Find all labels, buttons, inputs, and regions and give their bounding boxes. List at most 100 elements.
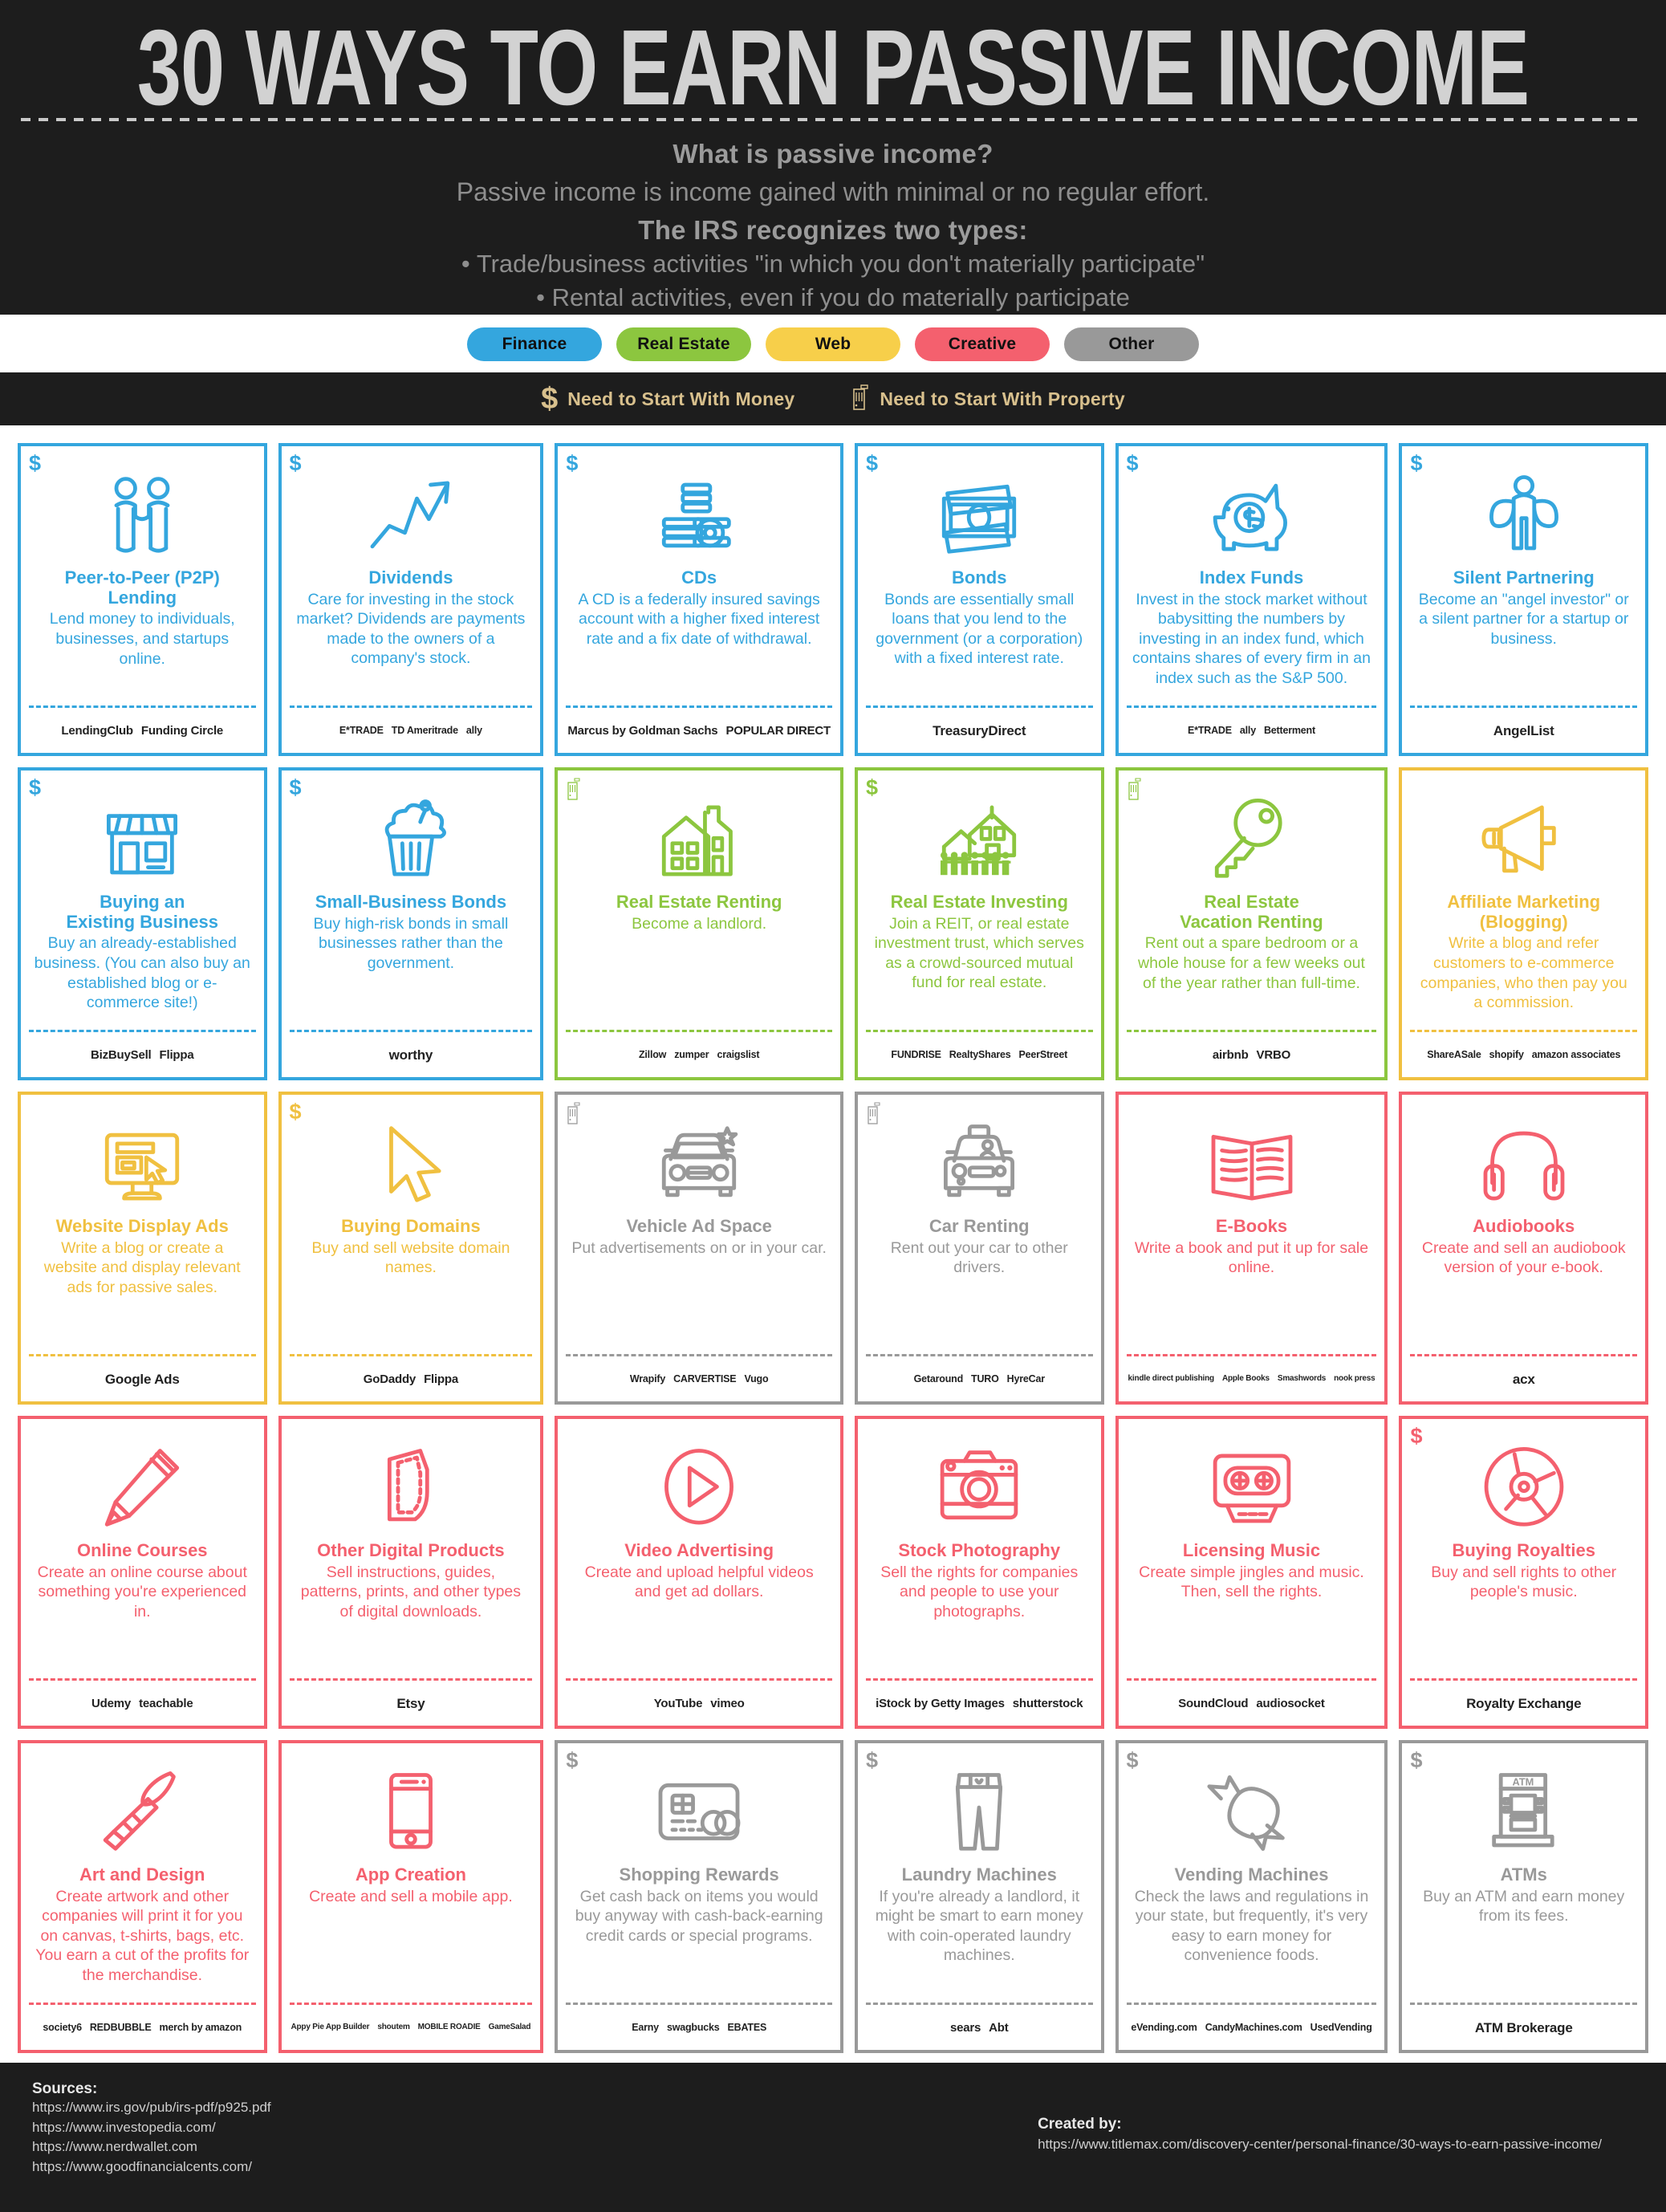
- income-card[interactable]: $ Peer-to-Peer (P2P) Lending Lend money to…: [18, 443, 267, 757]
- legend-pill-creative[interactable]: Creative: [915, 327, 1050, 362]
- income-card[interactable]: Real Estate Vacation Renting Rent out a sp…: [1115, 767, 1388, 1081]
- brand-logo[interactable]: acx: [1512, 1371, 1535, 1387]
- brand-logo[interactable]: ally: [1239, 724, 1256, 736]
- brand-logo[interactable]: Vugo: [744, 1372, 769, 1385]
- brand-logo[interactable]: TreasuryDirect: [933, 722, 1026, 738]
- income-card[interactable]: Website Display Ads Write a blog or creat…: [18, 1092, 267, 1405]
- legend-pill-finance[interactable]: Finance: [467, 327, 602, 362]
- legend-pill-web[interactable]: Web: [766, 327, 900, 362]
- brand-logo[interactable]: vimeo: [710, 1696, 745, 1710]
- brand-logo[interactable]: society6: [43, 2021, 82, 2033]
- brand-logo[interactable]: SoundCloud: [1178, 1696, 1249, 1710]
- brand-logo[interactable]: MOBILE ROADIE: [417, 2023, 481, 2032]
- brand-logo[interactable]: AngelList: [1493, 722, 1554, 738]
- brand-logo[interactable]: zumper: [674, 1048, 709, 1060]
- income-card[interactable]: $ Laundry Machines If you're already a lan…: [855, 1740, 1104, 2054]
- brand-logo[interactable]: LendingClub: [61, 723, 133, 738]
- brand-logo[interactable]: ATM Brokerage: [1474, 2019, 1573, 2035]
- income-card[interactable]: $ Index Funds Invest in the stock market w…: [1115, 443, 1388, 757]
- brand-logo[interactable]: amazon associates: [1531, 1048, 1621, 1060]
- income-card[interactable]: $ Buying Domains Buy and sell website doma…: [278, 1092, 544, 1405]
- income-card[interactable]: $ Bonds Bonds are essentially small loans …: [855, 443, 1104, 757]
- brand-logo[interactable]: Marcus by Goldman Sachs: [567, 723, 718, 738]
- brand-logo[interactable]: POPULAR DIRECT: [725, 723, 831, 738]
- brand-logo[interactable]: VRBO: [1256, 1047, 1291, 1062]
- brand-logo[interactable]: HyreCar: [1006, 1372, 1045, 1385]
- income-card[interactable]: Stock Photography Sell the rights for com…: [855, 1416, 1104, 1730]
- income-card[interactable]: App Creation Create and sell a mobile app…: [278, 1740, 544, 2054]
- income-card[interactable]: $ CDs A CD is a federally insured savings …: [555, 443, 843, 757]
- brand-logo[interactable]: iStock by Getty Images: [876, 1696, 1005, 1710]
- brand-logo[interactable]: Royalty Exchange: [1466, 1695, 1582, 1711]
- brand-logo[interactable]: Appy Pie App Builder: [291, 2023, 370, 2032]
- brand-logo[interactable]: PeerStreet: [1018, 1048, 1068, 1060]
- brand-logo[interactable]: ally: [465, 724, 482, 736]
- income-card[interactable]: Affiliate Marketing (Blogging) Write a blo…: [1399, 767, 1648, 1081]
- brand-logo[interactable]: BizBuySell: [91, 1047, 152, 1062]
- brand-logo[interactable]: Flippa: [424, 1372, 459, 1386]
- income-card[interactable]: Vehicle Ad Space Put advertisements on or…: [555, 1092, 843, 1405]
- income-card[interactable]: $ Silent Partnering Become an "angel inves…: [1399, 443, 1648, 757]
- brand-logo[interactable]: Apple Books: [1221, 1374, 1270, 1384]
- income-card[interactable]: Online Courses Create an online course ab…: [18, 1416, 267, 1730]
- brand-logo[interactable]: GameSalad: [488, 2023, 531, 2032]
- brand-logo[interactable]: ShareASale: [1427, 1048, 1481, 1060]
- brand-logo[interactable]: worthy: [388, 1047, 433, 1063]
- brand-logo[interactable]: craigslist: [717, 1048, 760, 1060]
- brand-logo[interactable]: kindle direct publishing: [1128, 1374, 1215, 1384]
- brand-logo[interactable]: TD Ameritrade: [391, 724, 458, 736]
- source-link[interactable]: https://www.investopedia.com/: [32, 2119, 216, 2135]
- legend-pill-other[interactable]: Other: [1064, 327, 1199, 362]
- income-card[interactable]: $ Shopping Rewards Get cash back on items …: [555, 1740, 843, 2054]
- brand-logo[interactable]: TURO: [971, 1372, 999, 1385]
- income-card[interactable]: Audiobooks Create and sell an audiobook v…: [1399, 1092, 1648, 1405]
- brand-logo[interactable]: Flippa: [159, 1047, 194, 1062]
- source-link[interactable]: https://www.nerdwallet.com: [32, 2139, 197, 2155]
- income-card[interactable]: E-Books Write a book and put it up for sa…: [1115, 1092, 1388, 1405]
- brand-logo[interactable]: Abt: [989, 2020, 1009, 2035]
- income-card[interactable]: $ Vending Machines Check the laws and regu…: [1115, 1740, 1388, 2054]
- income-card[interactable]: Video Advertising Create and upload helpf…: [555, 1416, 843, 1730]
- brand-logo[interactable]: EBATES: [727, 2021, 767, 2033]
- brand-logo[interactable]: E*TRADE: [339, 724, 384, 736]
- created-by-url[interactable]: https://www.titlemax.com/discovery-cente…: [1038, 2137, 1602, 2153]
- brand-logo[interactable]: YouTube: [653, 1696, 703, 1710]
- income-card[interactable]: $ Real Estate Investing Join a REIT, or re…: [855, 767, 1104, 1081]
- brand-logo[interactable]: Getaround: [913, 1372, 964, 1385]
- brand-logo[interactable]: merch by amazon: [159, 2021, 242, 2033]
- brand-logo[interactable]: shopify: [1489, 1048, 1524, 1060]
- brand-logo[interactable]: FUNDRISE: [891, 1048, 941, 1060]
- brand-logo[interactable]: teachable: [139, 1696, 193, 1710]
- brand-logo[interactable]: E*TRADE: [1188, 724, 1232, 736]
- brand-logo[interactable]: Google Ads: [104, 1371, 180, 1387]
- brand-logo[interactable]: REDBUBBLE: [89, 2021, 152, 2033]
- income-card[interactable]: $ Buying an Existing Business Buy an alread…: [18, 767, 267, 1081]
- income-card[interactable]: Real Estate Renting Become a landlord. Zil…: [555, 767, 843, 1081]
- brand-logo[interactable]: audiosocket: [1256, 1696, 1325, 1710]
- brand-logo[interactable]: Betterment: [1263, 724, 1315, 736]
- brand-logo[interactable]: Funding Circle: [140, 723, 224, 738]
- brand-logo[interactable]: GoDaddy: [363, 1372, 416, 1386]
- brand-logo[interactable]: Zillow: [638, 1048, 667, 1060]
- income-card[interactable]: $ ATM ATMs Buy an ATM and earn money from i…: [1399, 1740, 1648, 2054]
- brand-logo[interactable]: Earny: [632, 2021, 659, 2033]
- brand-logo[interactable]: Etsy: [396, 1695, 425, 1711]
- income-card[interactable]: Licensing Music Create simple jingles and…: [1115, 1416, 1388, 1730]
- brand-logo[interactable]: shutterstock: [1012, 1696, 1083, 1710]
- income-card[interactable]: Art and Design Create artwork and other c…: [18, 1740, 267, 2054]
- brand-logo[interactable]: swagbucks: [666, 2021, 720, 2033]
- brand-logo[interactable]: Smashwords: [1277, 1374, 1327, 1384]
- brand-logo[interactable]: Wrapify: [629, 1372, 666, 1385]
- brand-logo[interactable]: Udemy: [91, 1696, 132, 1710]
- brand-logo[interactable]: eVending.com: [1131, 2021, 1197, 2033]
- brand-logo[interactable]: RealtyShares: [949, 1048, 1011, 1060]
- brand-logo[interactable]: nook press: [1334, 1374, 1375, 1384]
- income-card[interactable]: $ Small-Business Bonds Buy high-risk bonds…: [278, 767, 544, 1081]
- income-card[interactable]: $ Buying Royalties Buy and sell rights to …: [1399, 1416, 1648, 1730]
- source-link[interactable]: https://www.irs.gov/pub/irs-pdf/p925.pdf: [32, 2100, 271, 2116]
- brand-logo[interactable]: sears: [949, 2020, 981, 2035]
- brand-logo[interactable]: shoutem: [377, 2023, 410, 2032]
- income-card[interactable]: Other Digital Products Sell instructions,…: [278, 1416, 544, 1730]
- brand-logo[interactable]: CARVERTISE: [673, 1372, 737, 1385]
- brand-logo[interactable]: CandyMachines.com: [1205, 2021, 1302, 2033]
